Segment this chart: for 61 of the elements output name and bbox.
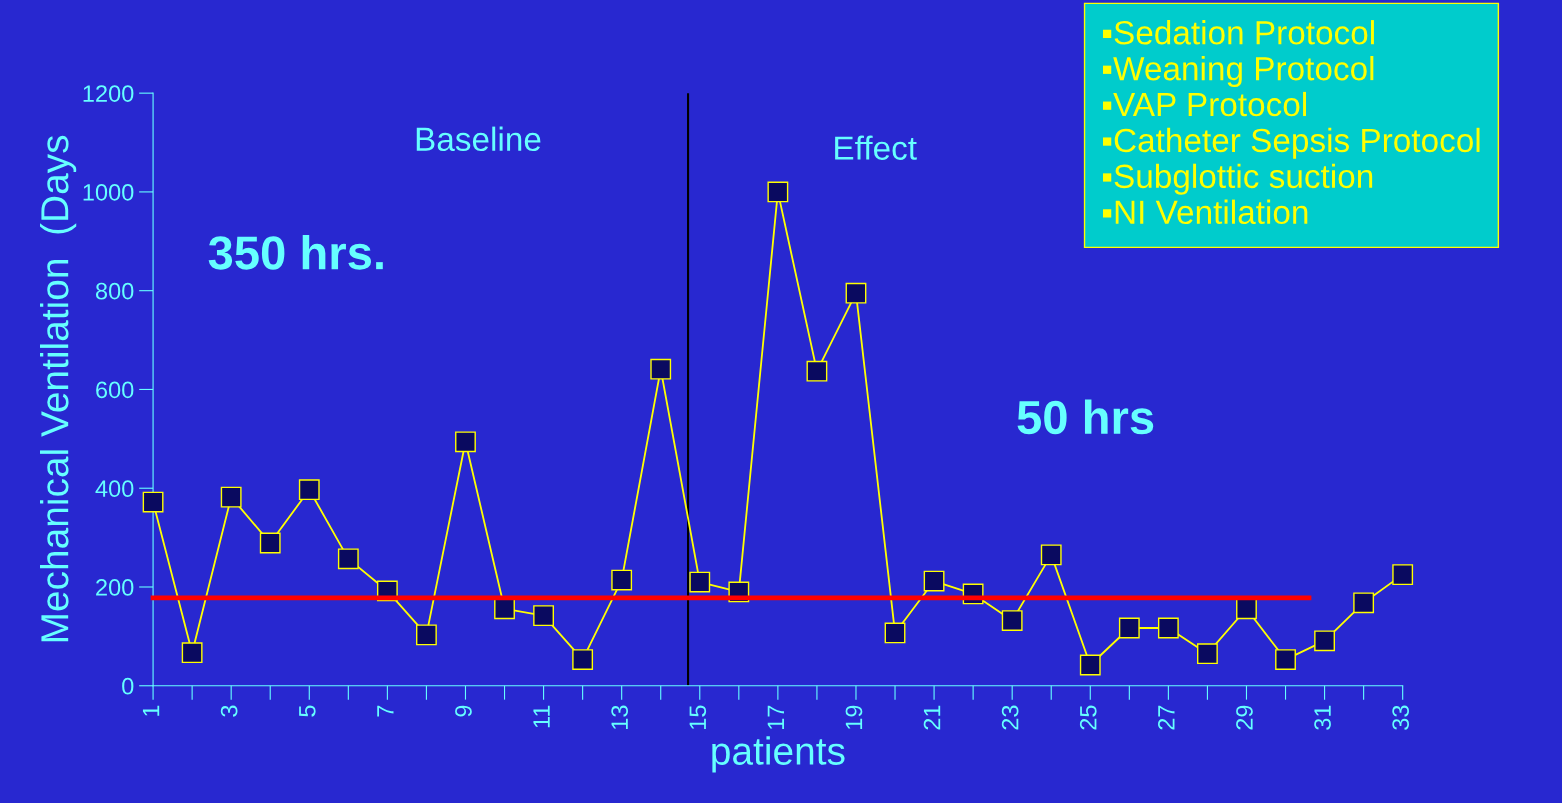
y-tick-label: 800 [95,282,134,300]
x-tick-label: 23 [1001,705,1019,730]
point [337,548,359,570]
x-tick-label: 1 [142,705,160,716]
point [845,282,867,304]
point [181,642,203,664]
x-tick-label: 21 [923,705,941,730]
point [1197,643,1218,665]
point [1040,544,1062,566]
point [416,624,437,646]
y-axis-title: Mechanical Ventilation (Days [40,135,77,642]
point [494,598,515,620]
point [1079,654,1101,676]
point [1118,617,1140,639]
x-tick-label: 27 [1157,705,1175,730]
x-tick-label: 29 [1236,705,1253,730]
annotation: 350 hrs. [208,234,383,270]
point [455,431,476,453]
point [611,569,633,591]
y-tick-label: 600 [96,381,134,399]
point [572,649,594,671]
x-tick-label: 3 [220,705,238,717]
y-tick-label: 400 [95,480,134,498]
y-tick-label: 0 [122,677,134,695]
x-tick-label: 15 [689,705,707,729]
x-tick-label: 9 [455,705,472,717]
point [1353,592,1375,614]
annotation: 50 hrs [1017,399,1154,435]
point [1314,630,1335,652]
x-tick-label: 33 [1392,705,1410,730]
x-tick-label: 17 [767,705,784,729]
point [767,181,789,203]
point [923,570,945,592]
point [650,358,672,380]
x-axis-title: patients [712,736,845,773]
point [142,491,164,513]
point [1236,598,1257,620]
annotation: ▪Sedation Protocol ▪Weaning Protocol ▪VAP Protocol ▪Catheter Sepsis Protocol ▪Subglottic suction ▪NI Ventilation [1102,20,1480,225]
point [689,571,711,593]
x-tick-label: 19 [845,705,863,729]
point [1157,617,1179,639]
point [1001,610,1023,631]
x-tick-label: 25 [1079,705,1097,730]
x-tick-label: 5 [299,705,316,717]
point [259,532,281,554]
x-tick-label: 13 [611,705,629,729]
annotation: Baseline [416,126,541,152]
point [298,479,320,501]
y-tick-label: 1000 [83,183,134,201]
y-tick-label: 200 [96,579,134,596]
point [533,605,554,627]
point [884,622,906,644]
annotation: Effect [835,135,917,160]
x-tick-label: 7 [377,705,394,717]
point [806,360,828,382]
x-tick-label: 31 [1314,705,1331,730]
point [220,486,242,508]
x-tick-label: 11 [533,705,550,728]
point [1275,649,1296,671]
y-tick-label: 1200 [83,85,134,102]
point [1392,564,1414,586]
